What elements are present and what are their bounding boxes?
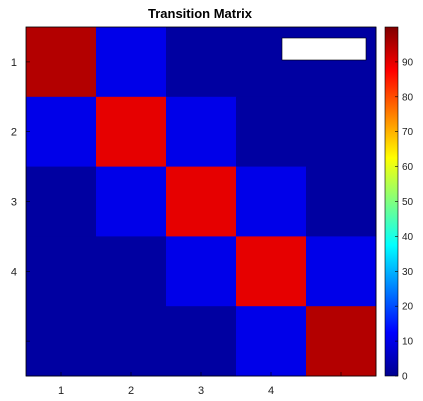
colorbar-tick-label-10: 90	[402, 57, 414, 68]
x-tick-label-1: 1	[58, 385, 64, 397]
heatmap-cell-r2-c2	[96, 96, 167, 167]
colorbar-ticks: 0 10 20 30 40 50 60 70 80 90	[395, 57, 414, 383]
y-tick-label-3: 3	[11, 197, 17, 209]
heatmap-cell-r1-c4	[236, 27, 307, 98]
heatmap-cell-r3-c3	[166, 166, 237, 237]
heatmap-cell-r5-c2	[96, 306, 167, 377]
heatmap-cell-r2-c1	[26, 96, 97, 167]
x-tick-label-3: 3	[198, 385, 204, 397]
heatmap-cell-r3-c2	[96, 166, 167, 237]
heatmap-cell-r5-c3	[166, 306, 237, 377]
heatmap-cell-r1-c5	[306, 27, 377, 98]
heatmap-cell-r4-c4	[236, 236, 307, 307]
heatmap-cell-r1-c2	[96, 27, 167, 98]
heatmap-cell-r1-c1	[26, 27, 97, 98]
heatmap-cell-r3-c5	[306, 166, 377, 237]
colorbar-tick-label-9: 80	[402, 92, 414, 103]
heatmap-cell-r4-c2	[96, 236, 167, 307]
heatmap-cell-r3-c4	[236, 166, 307, 237]
heatmap-cell-r3-c1	[26, 166, 97, 237]
x-tick-label-4: 4	[268, 385, 274, 397]
colorbar: 0 10 20 30 40 50 60 70 80 90	[384, 26, 414, 383]
heatmap-cells	[26, 27, 377, 377]
legend	[281, 37, 367, 61]
heatmap-cell-r1-c3	[166, 27, 237, 98]
legend-box	[281, 37, 367, 61]
heatmap-cell-r5-c1	[26, 306, 97, 377]
y-tick-label-4: 4	[11, 266, 17, 278]
chart-title: Transition Matrix	[148, 6, 253, 21]
colorbar-tick-label-6: 50	[402, 197, 414, 208]
heatmap-cell-r5-c5	[306, 306, 377, 377]
colorbar-tick-label-4: 30	[402, 267, 414, 278]
heatmap-cell-r5-c4	[236, 306, 307, 377]
heatmap-cell-r4-c3	[166, 236, 237, 307]
heatmap-cell-r2-c3	[166, 96, 237, 167]
heatmap-cell-r2-c5	[306, 96, 377, 167]
x-tick-label-2: 2	[128, 385, 134, 397]
colorbar-tick-label-5: 40	[402, 232, 414, 243]
axis-ticks: 1 2 3 4 1 2 3 4	[11, 57, 342, 397]
heatmap-cell-r4-c5	[306, 236, 377, 307]
heatmap-cell-r4-c1	[26, 236, 97, 307]
colorbar-tick-label-3: 20	[402, 302, 414, 313]
colorbar-tick-label-8: 70	[402, 127, 414, 138]
y-tick-label-2: 2	[11, 127, 17, 139]
heatmap-cell-r2-c4	[236, 96, 307, 167]
colorbar-tick-label-2: 10	[402, 337, 414, 348]
y-tick-label-1: 1	[11, 57, 17, 69]
colorbar-tick-label-1: 0	[402, 372, 408, 383]
colorbar-tick-label-7: 60	[402, 162, 414, 173]
